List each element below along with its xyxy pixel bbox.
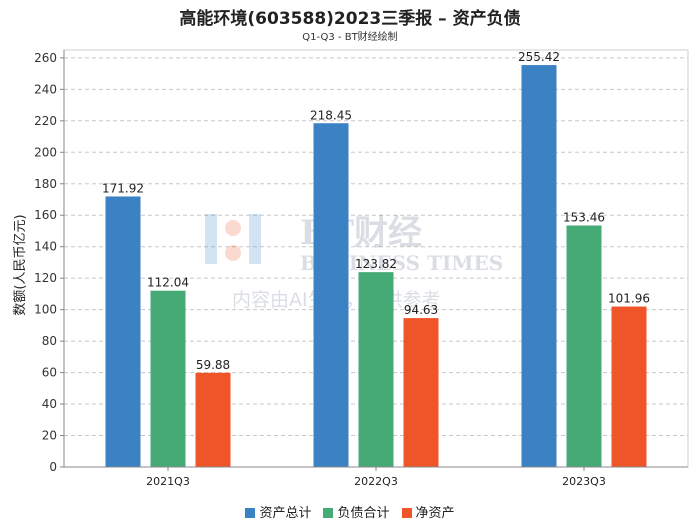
- bar: [358, 272, 394, 467]
- bar: [195, 372, 231, 467]
- bar: [403, 318, 439, 467]
- y-tick-label: 260: [34, 51, 57, 65]
- x-tick-label: 2023Q3: [562, 475, 606, 488]
- legend-swatch: [401, 508, 412, 518]
- legend-label: 净资产: [415, 506, 455, 521]
- y-tick-label: 140: [34, 240, 57, 254]
- chart-subtitle: Q1-Q3 - BT财经绘制: [302, 32, 398, 43]
- bar-layer: 171.92 112.04 59.88 218.45 123.82 94.63 255.42…: [102, 50, 650, 468]
- legend: 资产总计 负债合计 净资产: [0, 502, 700, 521]
- y-tick-label: 20: [42, 429, 57, 443]
- bar: [313, 123, 349, 468]
- watermark-logo-bar: [205, 214, 217, 264]
- data-label: 218.45: [310, 108, 352, 122]
- bar: [150, 290, 186, 467]
- y-tick-label: 160: [34, 208, 57, 222]
- legend-item: 资产总计: [245, 502, 311, 521]
- bar: [566, 225, 602, 467]
- legend-item: 净资产: [401, 502, 455, 521]
- y-tick-label: 60: [42, 366, 57, 380]
- y-tick-label: 240: [34, 82, 57, 96]
- data-label: 153.46: [563, 211, 605, 225]
- data-label: 255.42: [518, 50, 560, 64]
- y-tick-label: 80: [42, 334, 57, 348]
- watermark-logo-bar: [249, 214, 261, 264]
- x-tick-label: 2022Q3: [354, 475, 398, 488]
- data-label: 101.96: [608, 292, 650, 306]
- y-tick-label: 220: [34, 114, 57, 128]
- y-tick-label: 180: [34, 177, 57, 191]
- bar: [105, 196, 141, 467]
- legend-label: 负债合计: [337, 506, 390, 521]
- data-label: 94.63: [404, 303, 438, 317]
- y-tick-label: 100: [34, 303, 57, 317]
- data-label: 171.92: [102, 181, 144, 195]
- y-tick-label: 120: [34, 271, 57, 285]
- axis-layer: 0 20 40 60 80 100 120 140 160 180 200 220 240 260 2021…: [34, 50, 688, 488]
- y-tick-label: 0: [49, 460, 57, 474]
- bar: [611, 306, 647, 467]
- data-label: 59.88: [196, 358, 230, 372]
- y-tick-label: 200: [34, 145, 57, 159]
- data-label: 123.82: [355, 257, 397, 271]
- legend-item: 负债合计: [323, 502, 390, 521]
- y-tick-label: 40: [42, 397, 57, 411]
- legend-label: 资产总计: [259, 506, 312, 521]
- watermark-logo-dot: [225, 245, 241, 261]
- y-axis-title: 数额(人民币亿元): [13, 214, 28, 315]
- legend-swatch: [245, 508, 256, 518]
- chart-title: 高能环境(603588)2023三季报 – 资产负债: [179, 9, 521, 29]
- bar: [521, 65, 557, 467]
- data-label: 112.04: [147, 276, 189, 290]
- x-tick-label: 2021Q3: [146, 475, 190, 488]
- legend-swatch: [323, 508, 334, 518]
- watermark-logo-dot: [225, 220, 241, 236]
